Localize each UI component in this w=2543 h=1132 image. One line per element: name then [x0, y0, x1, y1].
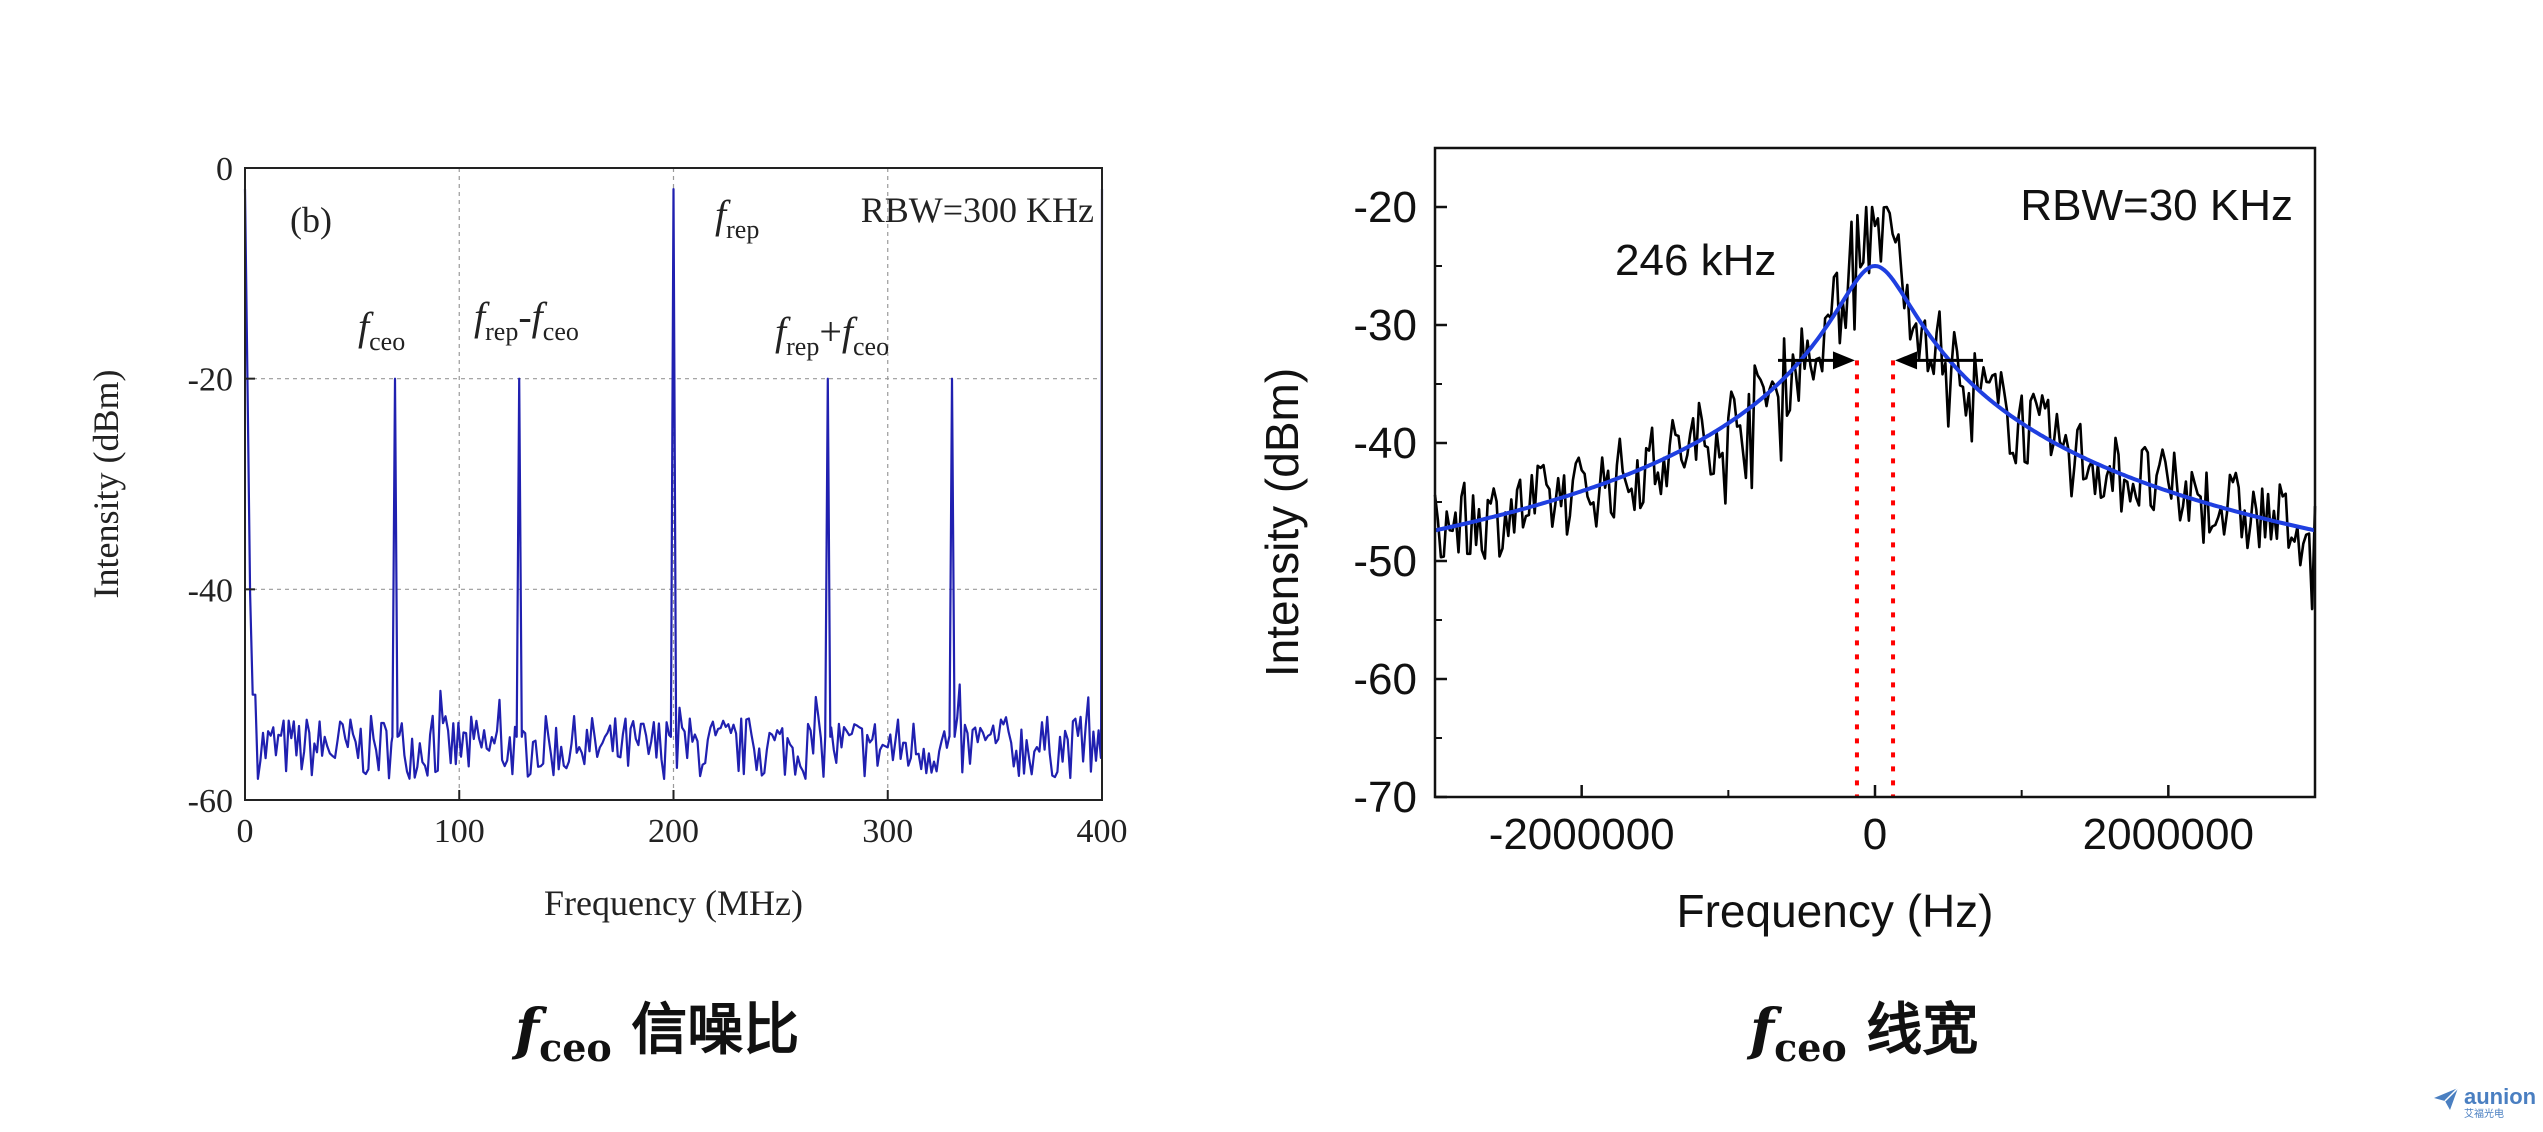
- measured-series: [1433, 205, 2317, 611]
- right-chart: -2000000 0 2000000 -20 -30 -40 -50 -60 -70 Freque…: [1256, 146, 2317, 937]
- x-tick-label: 300: [862, 813, 913, 850]
- y-tick-label: -70: [1353, 773, 1417, 822]
- x-tick-label: 200: [648, 813, 699, 850]
- caption-text: 信噪比: [611, 997, 800, 1063]
- peak-label-sub: rep: [726, 215, 759, 244]
- y-tick-label: -40: [188, 572, 233, 609]
- x-tick-label: 0: [237, 813, 254, 850]
- lorentzian-fit-series: [1434, 264, 2316, 533]
- y-tick-label: -30: [1353, 301, 1417, 350]
- logo-name: aunion: [2464, 1084, 2537, 1109]
- peak-label: frep-fceo: [474, 294, 579, 346]
- linewidth-label: 246 kHz: [1615, 236, 1776, 285]
- panel-label: (b): [290, 200, 332, 240]
- left-caption: fceo 信噪比: [515, 985, 799, 1070]
- x-axis-label: Frequency (MHz): [544, 883, 803, 923]
- y-tick-label: -40: [1353, 419, 1417, 468]
- right-caption: fceo 线宽: [1750, 985, 1978, 1070]
- peak-label: frep: [715, 192, 759, 244]
- x-tick-label: 0: [1863, 810, 1887, 859]
- paper-plane-icon: [2434, 1087, 2459, 1110]
- peak-label-mid: -: [518, 294, 531, 339]
- peak-label-sub: rep: [786, 332, 819, 361]
- x-tick-label: -2000000: [1489, 810, 1675, 859]
- brand-logo: aunion 艾福光电: [2432, 1086, 2536, 1121]
- x-tick-label: 100: [434, 813, 485, 850]
- y-tick-label: -60: [1353, 655, 1417, 704]
- peak-label-sub: ceo: [369, 327, 405, 356]
- y-axis-label: Intensity (dBm): [86, 370, 126, 599]
- right-plot-frame: [1433, 146, 2317, 799]
- peak-label-sub: rep: [485, 317, 518, 346]
- y-tick-label: -20: [1353, 183, 1417, 232]
- caption-sub: ceo: [539, 1025, 612, 1071]
- peak-label-sub: ceo: [853, 332, 889, 361]
- y-tick-label: -20: [188, 362, 233, 399]
- caption-sub: ceo: [1774, 1025, 1847, 1071]
- caption-f: f: [1750, 997, 1775, 1063]
- peak-label: frep+fceo: [775, 309, 889, 361]
- left-chart: 0 100 200 300 400 0 -20 -40 -60 Frequency (MHz) In…: [86, 151, 1128, 923]
- y-axis-label: Intensity (dBm): [1256, 368, 1308, 677]
- caption-text: 线宽: [1846, 997, 1979, 1063]
- rbw-annotation: RBW=30 KHz: [2020, 181, 2293, 230]
- y-tick-label: 0: [216, 151, 233, 188]
- arrow-right-head: [1895, 351, 1918, 370]
- peak-label-mid: +: [819, 309, 842, 354]
- x-axis-label: Frequency (Hz): [1677, 885, 1994, 937]
- x-tick-label: 400: [1077, 813, 1128, 850]
- logo-sub: 艾福光电: [2464, 1109, 2504, 1120]
- caption-f: f: [515, 997, 540, 1063]
- spectrum-series: [243, 188, 1104, 781]
- x-tick-label: 2000000: [2083, 810, 2254, 859]
- y-tick-label: -60: [188, 783, 233, 820]
- rbw-annotation: RBW=300 KHz: [861, 190, 1094, 230]
- peak-label-sub: ceo: [543, 317, 579, 346]
- y-tick-label: -50: [1353, 537, 1417, 586]
- peak-label: fceo: [358, 304, 405, 356]
- arrow-left-head: [1832, 351, 1855, 370]
